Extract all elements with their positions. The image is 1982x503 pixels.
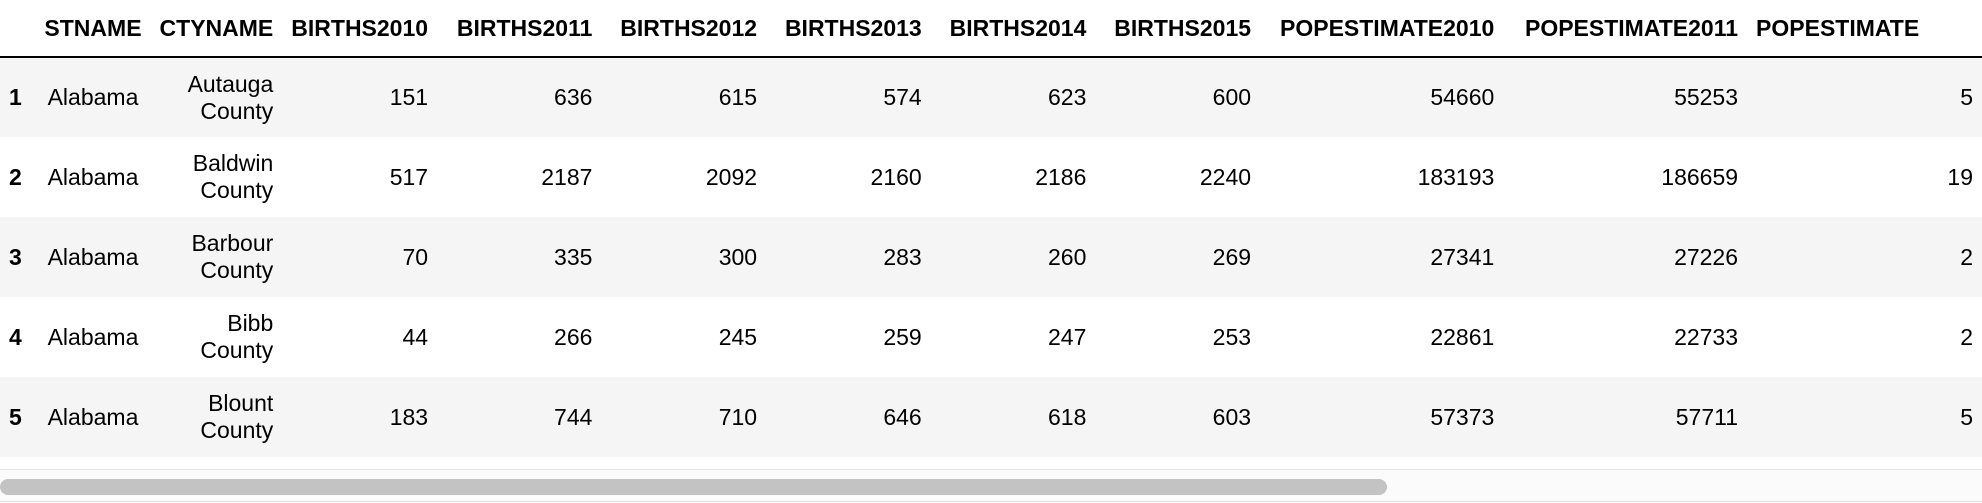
births2014-cell: 2186 (1035, 163, 1087, 190)
births2010-cell: 44 (402, 323, 429, 350)
births2011-cell: 744 (554, 403, 593, 430)
popestimate2010-cell: 54660 (1430, 84, 1495, 110)
table-row: 1 Alabama Autauga County 151 636 615 574… (0, 57, 1982, 137)
births2011-cell: 335 (554, 243, 593, 270)
births2014-cell: 623 (1048, 84, 1087, 110)
column-header-births2010: BIRTHS2010 (282, 0, 438, 58)
dataframe-viewport: STNAME CTYNAME BIRTHS2010 BIRTHS2011 BIR… (0, 0, 1982, 457)
stname-cell: Alabama (47, 84, 139, 110)
births2011-cell: 266 (554, 323, 593, 350)
ctyname-cell: Barbour County (191, 230, 274, 283)
popestimate2010-cell: 27341 (1430, 243, 1495, 270)
popestimate2011-cell: 22733 (1674, 323, 1739, 350)
births2015-cell: 603 (1212, 403, 1252, 430)
births2010-cell: 183 (389, 403, 429, 430)
popestimate-cut-cell: 2 (1960, 323, 1973, 350)
column-header-births2014: BIRTHS2014 (930, 0, 1096, 58)
column-header-births2015: BIRTHS2015 (1095, 0, 1261, 58)
ctyname-cell: Blount County (200, 390, 274, 443)
ctyname-cell: Bibb County (200, 310, 274, 363)
table-row: 3 Alabama Barbour County 70 335 300 283 … (0, 217, 1982, 297)
table-row: 4 Alabama Bibb County 44 266 245 259 247… (0, 297, 1982, 377)
births2013-cell: 574 (883, 84, 922, 110)
popestimate2011-cell: 186659 (1661, 163, 1739, 190)
index-header (0, 0, 36, 58)
column-header-popestimate2011: POPESTIMATE2011 (1503, 0, 1748, 58)
stname-cell: Alabama (47, 163, 139, 190)
stname-cell: Alabama (47, 323, 139, 350)
header-row: STNAME CTYNAME BIRTHS2010 BIRTHS2011 BIR… (0, 0, 1982, 58)
births2015-cell: 2240 (1199, 163, 1252, 190)
popestimate2011-cell: 27226 (1674, 243, 1739, 270)
births2015-cell: 269 (1212, 243, 1252, 270)
column-header-births2011: BIRTHS2011 (437, 0, 602, 58)
births2011-cell: 2187 (541, 163, 593, 190)
dataframe-table: STNAME CTYNAME BIRTHS2010 BIRTHS2011 BIR… (0, 0, 1982, 457)
births2015-cell: 253 (1212, 323, 1252, 350)
column-header-births2012: BIRTHS2012 (601, 0, 767, 58)
row-index: 3 (9, 243, 22, 270)
column-header-popestimate2010: POPESTIMATE2010 (1260, 0, 1504, 58)
column-header-births2013: BIRTHS2013 (766, 0, 931, 58)
births2010-cell: 70 (402, 243, 429, 270)
row-index: 2 (9, 163, 22, 190)
row-index: 4 (9, 323, 22, 350)
births2015-cell: 600 (1212, 84, 1252, 110)
column-header-ctyname: CTYNAME (150, 0, 283, 58)
popestimate2010-cell: 22861 (1430, 323, 1495, 350)
births2010-cell: 151 (389, 84, 429, 110)
births2010-cell: 517 (389, 163, 429, 190)
popestimate2011-cell: 57711 (1675, 403, 1739, 430)
popestimate-cut-cell: 2 (1960, 243, 1973, 270)
row-index: 5 (9, 403, 22, 430)
births2014-cell: 247 (1048, 323, 1087, 350)
births2012-cell: 2092 (705, 163, 758, 190)
horizontal-scrollbar[interactable] (0, 469, 1982, 503)
scrollbar-thumb[interactable] (0, 479, 1387, 495)
births2013-cell: 646 (883, 403, 922, 430)
table-row: 5 Alabama Blount County 183 744 710 646 … (0, 377, 1982, 457)
births2012-cell: 300 (718, 243, 758, 270)
table-row: 2 Alabama Baldwin County 517 2187 2092 2… (0, 137, 1982, 217)
popestimate-cut-cell: 5 (1960, 403, 1973, 430)
births2014-cell: 260 (1048, 243, 1087, 270)
births2012-cell: 710 (718, 403, 758, 430)
popestimate-cut-cell: 5 (1960, 84, 1973, 110)
column-header-stname: STNAME (35, 0, 151, 58)
births2013-cell: 259 (883, 323, 922, 350)
births2012-cell: 245 (718, 323, 758, 350)
stname-cell: Alabama (47, 403, 139, 430)
ctyname-cell: Baldwin County (192, 150, 274, 203)
popestimate2010-cell: 183193 (1417, 163, 1495, 190)
popestimate2010-cell: 57373 (1430, 403, 1495, 430)
births2013-cell: 2160 (870, 163, 922, 190)
births2012-cell: 615 (718, 84, 758, 110)
ctyname-cell: Autauga County (187, 70, 274, 124)
births2014-cell: 618 (1048, 403, 1087, 430)
stname-cell: Alabama (47, 243, 139, 270)
births2011-cell: 636 (554, 84, 593, 110)
row-index: 1 (9, 84, 22, 110)
popestimate-cut-cell: 19 (1947, 163, 1973, 190)
popestimate2011-cell: 55253 (1674, 84, 1739, 110)
column-header-popestimate-cut: POPESTIMATE (1747, 0, 1982, 58)
births2013-cell: 283 (883, 243, 922, 270)
